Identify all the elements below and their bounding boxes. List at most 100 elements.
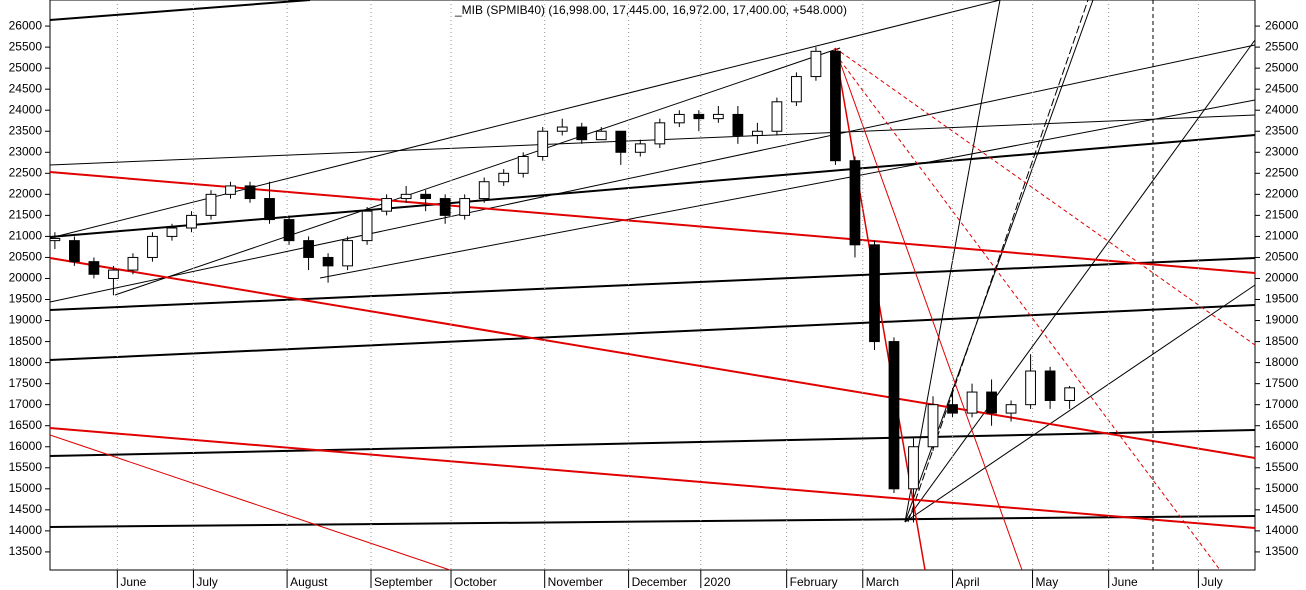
x-tick-label: June — [1112, 575, 1138, 589]
y2-tick-label: 16500 — [1265, 418, 1299, 432]
candle-body — [420, 193, 432, 200]
y2-tick-label: 24000 — [1265, 102, 1299, 116]
y2-tick-label: 22500 — [1265, 165, 1299, 179]
candle-body — [986, 391, 997, 414]
y2-tick-label: 25500 — [1265, 39, 1299, 53]
trendline — [49, 257, 1256, 459]
candle-body — [947, 404, 958, 414]
y2-tick-label: 20500 — [1265, 250, 1299, 264]
candle-body — [712, 113, 724, 120]
y2-tick-label: 24500 — [1265, 81, 1299, 95]
candle-body — [673, 113, 685, 124]
candle-body — [225, 185, 236, 195]
y2-tick-label: 21000 — [1265, 229, 1299, 243]
y2-tick-label: 17000 — [1265, 397, 1299, 411]
y-tick-label: 14500 — [9, 502, 43, 516]
y2-tick-label: 14500 — [1265, 502, 1299, 516]
y2-tick-label: 15500 — [1265, 460, 1299, 474]
candle-body — [478, 181, 490, 200]
candle-body — [869, 244, 880, 343]
y2-tick-label: 18000 — [1265, 355, 1299, 369]
y-tick-label: 25000 — [9, 60, 43, 74]
y-tick-label: 15000 — [9, 481, 43, 495]
y-tick-label: 23500 — [9, 123, 43, 137]
y2-tick-label: 19000 — [1265, 313, 1299, 327]
candle-body — [264, 198, 275, 221]
candle-body — [888, 341, 900, 490]
candle-body — [634, 143, 646, 153]
y2-tick-label: 22000 — [1265, 187, 1299, 201]
y-tick-label: 21500 — [9, 208, 43, 222]
y-tick-label: 26000 — [9, 18, 43, 32]
candle-body — [576, 126, 588, 141]
candle-body — [908, 446, 919, 490]
candle-body — [1064, 387, 1075, 401]
y2-tick-label: 15000 — [1265, 481, 1299, 495]
y-tick-label: 19500 — [9, 292, 43, 306]
candle-body — [791, 76, 802, 103]
x-tick-label: December — [632, 575, 687, 589]
x-tick-label: November — [548, 575, 603, 589]
trendline — [49, 114, 1256, 166]
candle-body — [1005, 404, 1017, 414]
candle-body — [186, 214, 197, 229]
x-tick-label: 2020 — [704, 575, 731, 589]
x-tick-label: September — [374, 575, 433, 589]
chart-title: _MIB (SPMIB40) (16,998.00, 17,445.00, 16… — [454, 3, 847, 17]
candle-body — [654, 122, 666, 145]
y-tick-label: 24000 — [9, 102, 43, 116]
y2-tick-label: 23500 — [1265, 123, 1299, 137]
y-tick-label: 16500 — [9, 418, 43, 432]
trendline — [904, 284, 1256, 523]
y-tick-label: 23000 — [9, 144, 43, 158]
candle-body — [595, 130, 607, 141]
candle-body — [108, 269, 119, 279]
trendline — [49, 257, 1256, 311]
candle-body — [927, 404, 939, 448]
candle-body — [166, 227, 178, 237]
candle-body — [361, 210, 373, 242]
candle-body — [283, 219, 295, 242]
candle-body — [439, 198, 451, 216]
candle-body — [205, 193, 217, 216]
candle-body — [537, 130, 549, 157]
x-tick-label: July — [196, 575, 217, 589]
y-tick-label: 20500 — [9, 250, 43, 264]
trendline — [834, 47, 1256, 346]
y-tick-label: 19000 — [9, 313, 43, 327]
y2-tick-label: 16000 — [1265, 439, 1299, 453]
trendline — [834, 47, 1023, 571]
trendline — [49, 427, 1256, 529]
candle-body — [615, 130, 627, 153]
y-tick-label: 14000 — [9, 523, 43, 537]
trendline — [114, 47, 841, 296]
candle-body — [49, 238, 61, 242]
candle-body — [127, 256, 139, 271]
x-tick-label: July — [1201, 575, 1222, 589]
trendline — [904, 39, 1256, 523]
y2-tick-label: 23000 — [1265, 144, 1299, 158]
candle-body — [69, 240, 80, 263]
trendline — [839, 59, 1221, 571]
y-tick-label: 15500 — [9, 460, 43, 474]
candle-body — [400, 193, 412, 200]
candle-body — [830, 50, 841, 162]
y2-tick-label: 14000 — [1265, 523, 1299, 537]
x-tick-label: May — [1036, 575, 1059, 589]
y-tick-label: 20000 — [9, 271, 43, 285]
trendline — [49, 134, 1256, 238]
candle-body — [459, 198, 471, 216]
trendline — [49, 515, 1256, 528]
candle-body — [966, 391, 978, 414]
x-tick-label: April — [956, 575, 980, 589]
y-tick-label: 17000 — [9, 397, 43, 411]
y2-tick-label: 13500 — [1265, 544, 1299, 558]
y2-tick-label: 25000 — [1265, 60, 1299, 74]
candle-body — [244, 185, 256, 200]
x-tick-label: August — [290, 575, 328, 589]
candle-body — [732, 113, 744, 136]
y-tick-label: 13500 — [9, 544, 43, 558]
y2-tick-label: 21500 — [1265, 208, 1299, 222]
y2-tick-label: 17500 — [1265, 376, 1299, 390]
